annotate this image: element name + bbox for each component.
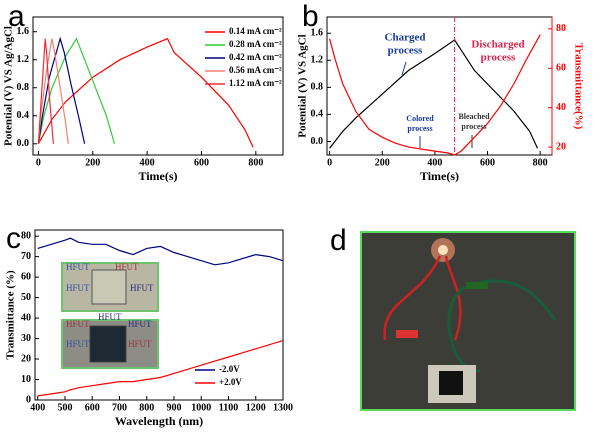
led — [438, 245, 448, 255]
annotation: Bleached — [458, 112, 490, 121]
device-window — [439, 371, 463, 395]
x-tick-label: 500 — [57, 402, 72, 413]
x-tick-label: 600 — [85, 402, 100, 413]
y2-tick-label: 20 — [556, 141, 566, 152]
annotation: process — [481, 52, 516, 64]
y-axis-label: Potential (V) VS Ag/AgCl — [3, 26, 15, 146]
x-tick-label: 1300 — [273, 402, 293, 413]
x-tick-label: 400 — [140, 157, 155, 168]
series-line — [37, 37, 254, 148]
inset-text: HFUT — [66, 319, 90, 329]
x-tick-label: 700 — [112, 402, 127, 413]
series-line — [37, 340, 284, 397]
y-tick-label: 20 — [21, 353, 31, 364]
x-tick-label: 800 — [533, 157, 548, 168]
x-axis-label: Time(s) — [138, 169, 177, 183]
series-line — [37, 37, 116, 144]
clip — [466, 282, 488, 289]
annotation: process — [407, 124, 432, 133]
legend-label: 1.12 mA cm⁻² — [229, 78, 282, 88]
annotation: Discharged — [471, 39, 524, 51]
y2-tick-label: 80 — [556, 23, 566, 34]
x-tick-label: 0 — [36, 157, 41, 168]
series-line — [37, 38, 69, 144]
legend-label: 0.14 mA cm⁻² — [229, 26, 282, 36]
y-tick-label: 0 — [26, 394, 31, 405]
plot-frame — [34, 229, 284, 401]
y-tick-label: 1.2 — [311, 55, 324, 66]
inset-text: HFUT — [115, 262, 139, 272]
y-axis-label: Transmittance (%) — [5, 270, 17, 360]
x-tick-label: 1000 — [191, 402, 211, 413]
panel-label: c — [6, 222, 21, 255]
inset-text: HFUT — [66, 283, 90, 293]
legend-label: -2.0V — [219, 364, 240, 374]
y2-tick-label: 40 — [556, 102, 566, 113]
series-line — [37, 237, 284, 266]
x-tick-label: 800 — [139, 402, 154, 413]
annotation: Colored — [406, 114, 434, 123]
y-tick-label: 0.8 — [311, 82, 324, 93]
y2-axis-label: Transmittance(%) — [572, 43, 584, 130]
x-tick-label: 200 — [375, 157, 390, 168]
x-tick-label: 0 — [327, 157, 332, 168]
y2-tick-label: 60 — [556, 63, 566, 74]
y-tick-label: 30 — [21, 333, 31, 344]
series-line — [329, 34, 541, 156]
inset-text: HFUT — [66, 262, 90, 272]
arrow — [401, 61, 407, 76]
y-tick-label: 0.4 — [17, 110, 30, 121]
series-line — [37, 38, 54, 144]
y-tick-label: 70 — [21, 251, 31, 262]
y-tick-label: 0.8 — [17, 82, 30, 93]
series-line — [37, 36, 86, 144]
x-tick-label: 800 — [248, 157, 263, 168]
inset-text: HFUT — [98, 312, 122, 322]
x-tick-label: 1100 — [219, 402, 238, 413]
x-tick-label: 1200 — [246, 402, 266, 413]
inset-device — [91, 269, 127, 305]
panel-label: d — [330, 224, 347, 257]
inset-text: HFUT — [66, 339, 90, 349]
x-tick-label: 600 — [194, 157, 209, 168]
y-tick-label: 10 — [21, 374, 31, 385]
x-tick-label: 900 — [166, 402, 181, 413]
inset-text: HFUT — [128, 339, 152, 349]
y-tick-label: 0.0 — [311, 136, 324, 147]
y-tick-label: 60 — [21, 271, 31, 282]
x-axis-label: Time(s) — [420, 169, 459, 183]
y-tick-label: 50 — [21, 292, 31, 303]
y-tick-label: 1.6 — [311, 28, 324, 39]
x-tick-label: 400 — [427, 157, 442, 168]
panel-label: b — [302, 0, 319, 33]
annotation: process — [388, 45, 423, 57]
annotation: Charged — [385, 32, 426, 44]
x-axis-label: Wavelength (nm) — [115, 414, 203, 428]
inset-text: HFUT — [128, 319, 152, 329]
photo — [360, 231, 576, 411]
clip — [396, 330, 418, 338]
y-tick-label: 80 — [21, 230, 31, 241]
legend-label: 0.56 mA cm⁻² — [229, 65, 282, 75]
x-tick-label: 600 — [480, 157, 495, 168]
legend-label: 0.42 mA cm⁻² — [229, 52, 282, 62]
y-tick-label: 0.4 — [311, 109, 324, 120]
plot-frame — [32, 16, 284, 156]
y-tick-label: 1.6 — [17, 26, 30, 37]
legend-label: 0.28 mA cm⁻² — [229, 39, 282, 49]
y-axis-label: Potential (V) VS AgCl — [297, 34, 309, 137]
inset-device — [89, 325, 127, 363]
x-tick-label: 200 — [85, 157, 100, 168]
panel-label: a — [8, 0, 25, 33]
inset-text: HFUT — [130, 283, 154, 293]
x-tick-label: 400 — [30, 402, 45, 413]
y-tick-label: 1.2 — [17, 54, 30, 65]
y-tick-label: 0.0 — [17, 138, 30, 149]
y-tick-label: 40 — [21, 312, 31, 323]
annotation: process — [461, 122, 486, 131]
legend-label: +2.0V — [219, 377, 242, 387]
